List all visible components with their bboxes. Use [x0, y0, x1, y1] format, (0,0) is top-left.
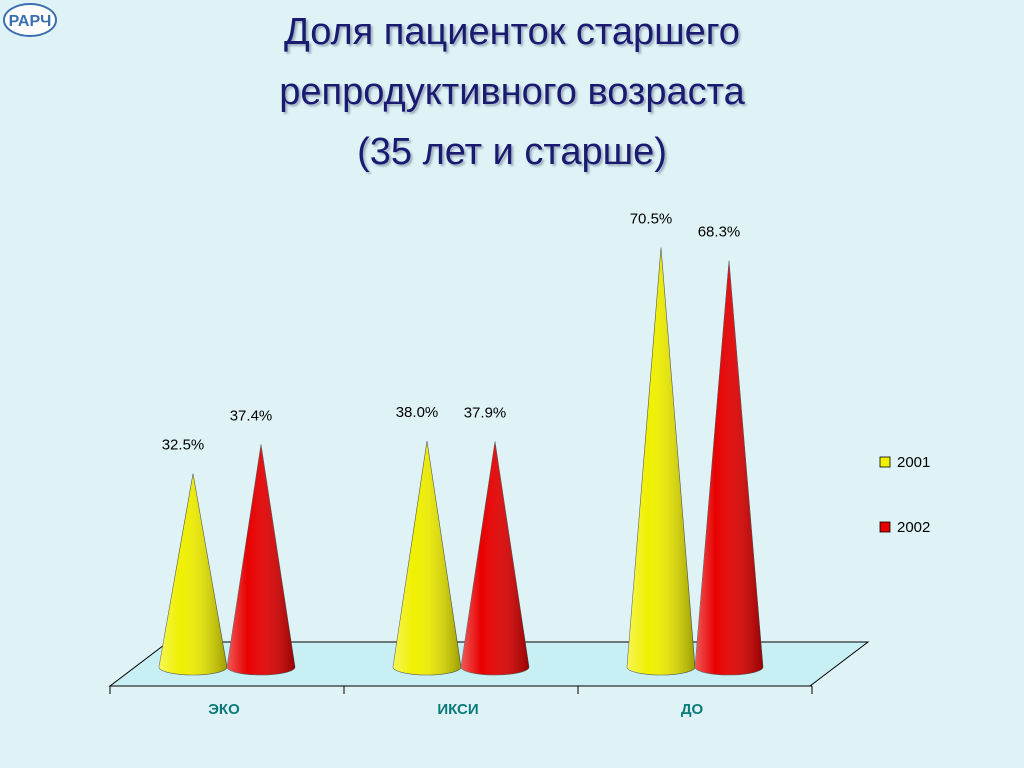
cone-shading: [159, 473, 227, 675]
legend-swatch: [879, 521, 891, 533]
logo-text: РАРЧ: [9, 13, 52, 30]
value-label: 37.9%: [464, 404, 507, 421]
value-label: 37.4%: [230, 407, 273, 424]
value-label: 68.3%: [698, 224, 741, 241]
cone-shading: [695, 260, 763, 675]
logo: РАРЧ: [3, 3, 57, 37]
value-label: 70.5%: [630, 211, 673, 228]
chart-title: Доля пациенток старшего репродуктивного …: [279, 11, 745, 173]
legend-label: 2001: [897, 454, 930, 471]
cone-shading: [627, 247, 695, 675]
legend-label: 2002: [897, 519, 930, 536]
cone-shading: [393, 440, 461, 675]
cone-shading: [227, 444, 295, 675]
x-tick-label: ДО: [681, 701, 704, 718]
value-label: 32.5%: [162, 437, 205, 454]
x-tick-label: ЭКО: [208, 701, 240, 718]
x-tick-label: ИКСИ: [437, 701, 478, 718]
legend-swatch: [879, 456, 891, 468]
cone-shading: [461, 441, 529, 675]
value-label: 38.0%: [396, 404, 439, 421]
logo-shape: [3, 3, 57, 37]
